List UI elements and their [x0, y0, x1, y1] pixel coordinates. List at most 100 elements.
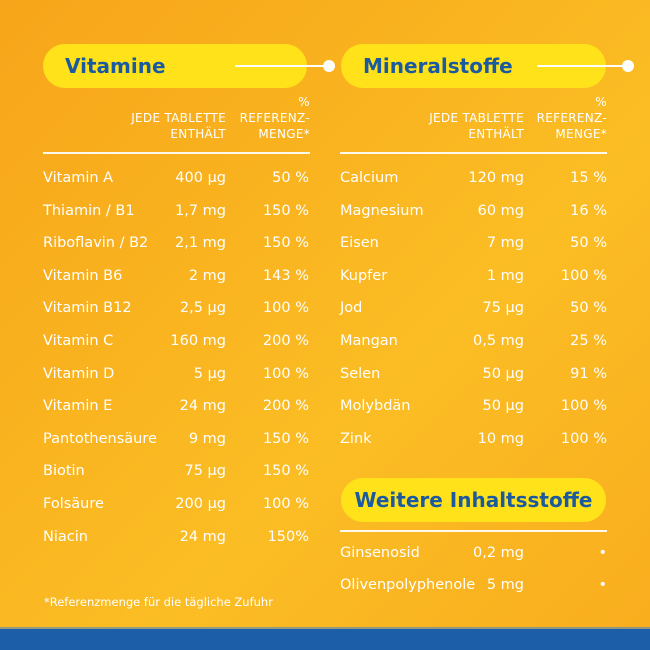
vitamine-title: Vitamine: [65, 54, 166, 78]
mineralstoffe-row-reference: 91 %: [570, 365, 607, 382]
mineralstoffe-row-name: Magnesium: [340, 202, 424, 219]
vitamine-row: Folsäure 200 µg 100 %: [43, 492, 309, 516]
vitamine-row-amount: 24 mg: [179, 528, 226, 545]
mineralstoffe-row-amount: 1 mg: [486, 267, 524, 284]
vitamine-ref-header-line1: REFERENZ-: [239, 111, 310, 125]
mineralstoffe-row-amount: 50 µg: [482, 365, 525, 382]
mineralstoffe-row-reference: 25 %: [570, 333, 607, 349]
weitere-row: Ginsenosid 0,2 mg •: [340, 541, 607, 565]
vitamine-row-reference: 150 %: [262, 235, 309, 252]
bottom-stripe-highlight: [0, 627, 650, 629]
vitamine-row: Thiamin / B1 1,7 mg 150 %: [43, 199, 309, 223]
mineralstoffe-row-amount: 0,5 mg: [473, 333, 524, 349]
mineralstoffe-row-name: Selen: [340, 365, 381, 382]
weitere-divider: [340, 530, 607, 532]
vitamine-ref-header-percent: %: [298, 95, 310, 109]
weitere-header-pill: Weitere Inhaltsstoffe: [341, 478, 606, 522]
vitamine-row-name: Vitamin C: [43, 333, 114, 349]
vitamine-row: Vitamin D 5 µg 100 %: [43, 362, 309, 386]
vitamine-row-name: Thiamin / B1: [43, 202, 135, 219]
vitamine-row-name: Riboflavin / B2: [43, 235, 149, 252]
mineralstoffe-row-amount: 50 µg: [482, 398, 525, 415]
vitamine-header-dot: [323, 60, 335, 72]
mineralstoffe-row-name: Mangan: [340, 333, 398, 349]
weitere-row-name: Ginsenosid: [340, 545, 420, 561]
mineralstoffe-amount-header: JEDE TABLETTE ENTHÄLT: [408, 110, 524, 142]
vitamine-ref-header: % REFERENZ- MENGE*: [228, 94, 310, 142]
mineralstoffe-row: Eisen 7 mg 50 %: [340, 231, 607, 255]
mineralstoffe-row-name: Zink: [340, 430, 372, 447]
vitamine-row: Vitamin E 24 mg 200 %: [43, 394, 309, 418]
vitamine-row-reference: 150 %: [262, 463, 309, 480]
mineralstoffe-row-amount: 120 mg: [468, 170, 524, 186]
vitamine-row-reference: 150 %: [262, 202, 309, 219]
mineralstoffe-divider: [340, 152, 607, 154]
mineralstoffe-ref-header-line2: MENGE*: [555, 127, 607, 141]
mineralstoffe-row-amount: 75 µg: [482, 300, 525, 317]
bottom-stripe: [0, 629, 650, 650]
footnote: *Referenzmenge für die tägliche Zufuhr: [44, 595, 273, 609]
vitamine-row-name: Vitamin B12: [43, 300, 132, 317]
vitamine-row-name: Vitamin D: [43, 365, 115, 382]
mineralstoffe-row-reference: 50 %: [570, 300, 607, 317]
weitere-row-reference: •: [598, 577, 607, 593]
mineralstoffe-row-amount: 10 mg: [477, 430, 524, 447]
vitamine-row: Vitamin B6 2 mg 143 %: [43, 264, 309, 288]
weitere-row-name: Olivenpolyphenole: [340, 577, 476, 593]
vitamine-row-reference: 50 %: [272, 170, 309, 186]
vitamine-row-amount: 2,5 µg: [179, 300, 226, 317]
vitamine-row-reference: 150%: [267, 528, 309, 545]
mineralstoffe-row-reference: 50 %: [570, 235, 607, 252]
vitamine-row-amount: 160 mg: [170, 333, 226, 349]
vitamine-row-name: Niacin: [43, 528, 88, 545]
vitamine-row: Niacin 24 mg 150%: [43, 525, 309, 549]
vitamine-row-name: Biotin: [43, 463, 85, 480]
vitamine-amount-header-line2: ENTHÄLT: [170, 127, 226, 141]
vitamine-row-amount: 2 mg: [188, 267, 226, 284]
weitere-title: Weitere Inhaltsstoffe: [354, 488, 593, 512]
vitamine-row: Vitamin A 400 µg 50 %: [43, 166, 309, 190]
mineralstoffe-row-reference: 16 %: [570, 202, 607, 219]
vitamine-row-amount: 400 µg: [175, 170, 226, 186]
mineralstoffe-row-amount: 7 mg: [486, 235, 524, 252]
mineralstoffe-ref-header-percent: %: [595, 95, 607, 109]
vitamine-row-name: Vitamin E: [43, 398, 113, 415]
vitamine-header-pill: Vitamine: [43, 44, 335, 88]
mineralstoffe-row-reference: 100 %: [560, 267, 607, 284]
mineralstoffe-row: Magnesium 60 mg 16 %: [340, 199, 607, 223]
mineralstoffe-row: Calcium 120 mg 15 %: [340, 166, 607, 190]
mineralstoffe-row-name: Kupfer: [340, 267, 388, 284]
vitamine-header-line: [235, 65, 327, 67]
mineralstoffe-row-name: Molybdän: [340, 398, 411, 415]
mineralstoffe-row-name: Jod: [340, 300, 363, 317]
vitamine-row-amount: 24 mg: [179, 398, 226, 415]
mineralstoffe-row-name: Calcium: [340, 170, 399, 186]
mineralstoffe-header-pill: Mineralstoffe: [341, 44, 634, 88]
vitamine-row-amount: 9 mg: [188, 430, 226, 447]
mineralstoffe-amount-header-line2: ENTHÄLT: [468, 127, 524, 141]
weitere-row: Olivenpolyphenole 5 mg •: [340, 573, 607, 597]
vitamine-row: Riboflavin / B2 2,1 mg 150 %: [43, 231, 309, 255]
vitamine-row-amount: 5 µg: [193, 365, 226, 382]
mineralstoffe-row: Selen 50 µg 91 %: [340, 362, 607, 386]
vitamine-row-reference: 200 %: [262, 333, 309, 349]
vitamine-row: Vitamin C 160 mg 200 %: [43, 329, 309, 353]
vitamine-amount-header-line1: JEDE TABLETTE: [131, 111, 226, 125]
mineralstoffe-amount-header-line1: JEDE TABLETTE: [429, 111, 524, 125]
mineralstoffe-header-line: [537, 65, 627, 67]
vitamine-row-reference: 150 %: [262, 430, 309, 447]
mineralstoffe-ref-header-line1: REFERENZ-: [536, 111, 607, 125]
mineralstoffe-row: Kupfer 1 mg 100 %: [340, 264, 607, 288]
mineralstoffe-ref-header: % REFERENZ- MENGE*: [524, 94, 607, 142]
mineralstoffe-row-reference: 15 %: [570, 170, 607, 186]
weitere-row-amount: 0,2 mg: [473, 545, 524, 561]
weitere-row-reference: •: [598, 545, 607, 561]
vitamine-row-name: Folsäure: [43, 496, 104, 512]
vitamine-row-reference: 100 %: [262, 496, 309, 512]
mineralstoffe-row: Mangan 0,5 mg 25 %: [340, 329, 607, 353]
vitamine-row-amount: 1,7 mg: [175, 202, 226, 219]
mineralstoffe-title: Mineralstoffe: [363, 54, 513, 78]
vitamine-row: Biotin 75 µg 150 %: [43, 459, 309, 483]
vitamine-row-reference: 200 %: [262, 398, 309, 415]
mineralstoffe-header-dot: [622, 60, 634, 72]
